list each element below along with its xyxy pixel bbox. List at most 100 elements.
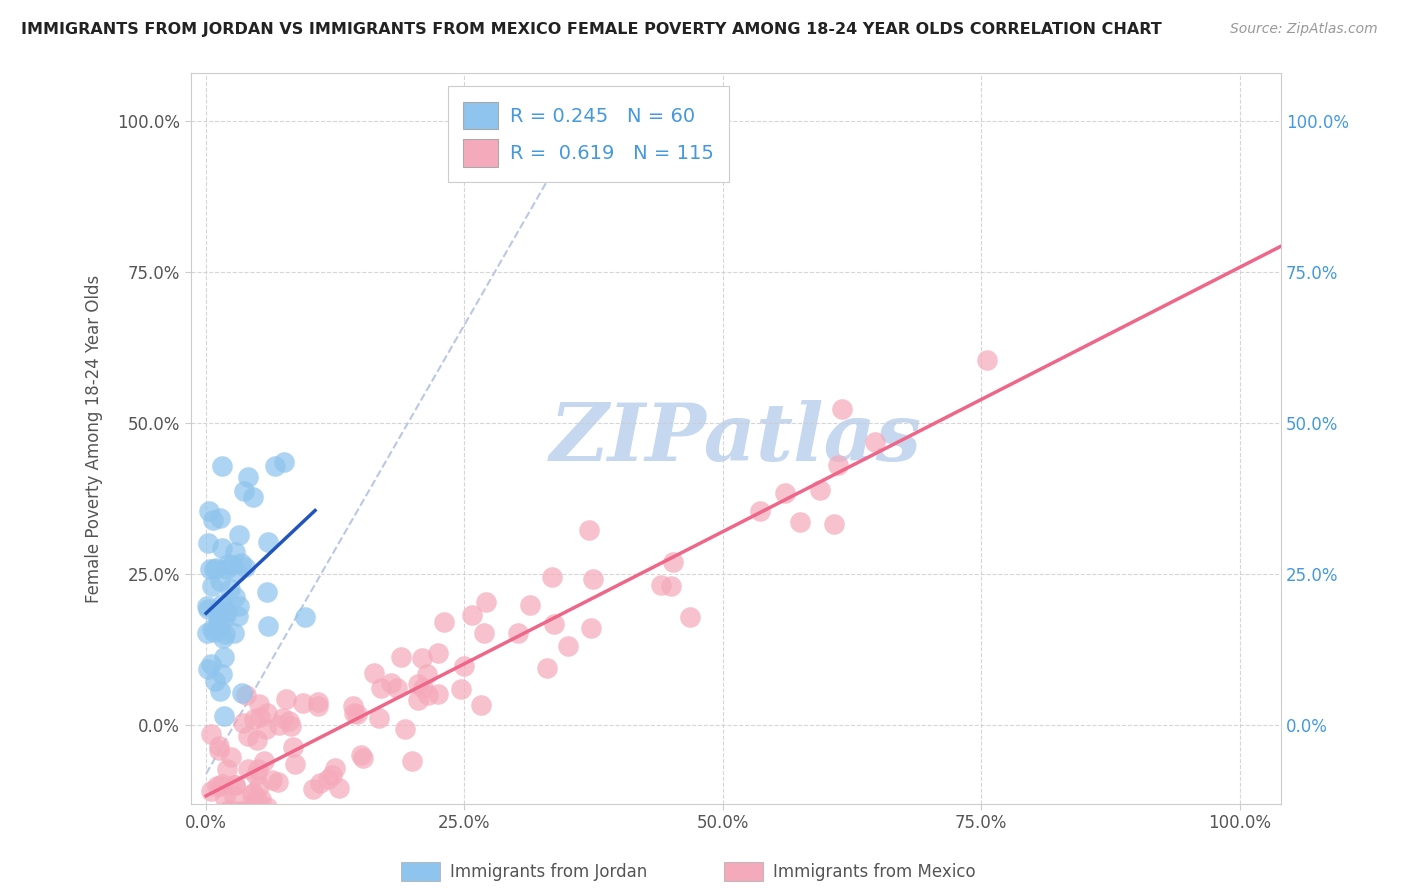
Point: [260, 773, 283, 788]
Point: [865, 435, 887, 450]
Point: [506, 625, 529, 640]
Point: [242, 490, 264, 504]
Point: [197, 504, 219, 518]
Point: [208, 739, 231, 754]
Point: [426, 647, 449, 661]
Point: [242, 795, 264, 809]
Point: [346, 707, 368, 722]
Point: [411, 651, 433, 665]
Point: [256, 800, 278, 814]
Point: [228, 599, 250, 614]
Point: [225, 809, 247, 823]
Point: [231, 805, 253, 819]
Point: [579, 621, 602, 635]
Point: [243, 712, 266, 726]
Point: [224, 778, 246, 792]
Point: [224, 590, 246, 604]
Point: [281, 739, 304, 754]
Point: [209, 809, 232, 823]
Point: [280, 719, 302, 733]
Point: [208, 743, 231, 757]
Point: [249, 709, 271, 723]
Point: [679, 610, 702, 624]
Point: [209, 684, 232, 698]
Point: [211, 597, 233, 611]
Point: [207, 602, 229, 616]
Point: [195, 599, 218, 614]
Point: [207, 611, 229, 625]
Point: [217, 558, 239, 572]
Point: [229, 557, 252, 571]
Point: [433, 615, 456, 629]
Point: [201, 579, 224, 593]
Point: [212, 599, 235, 614]
Point: [472, 626, 495, 640]
Point: [749, 504, 772, 518]
Point: [238, 762, 260, 776]
Point: [256, 584, 278, 599]
Point: [221, 809, 243, 823]
Point: [247, 697, 270, 711]
Point: [212, 709, 235, 723]
Text: Immigrants from Mexico: Immigrants from Mexico: [773, 863, 976, 881]
Point: [219, 750, 242, 764]
Point: [242, 786, 264, 800]
Point: [543, 617, 565, 632]
Point: [222, 789, 245, 803]
Point: [212, 650, 235, 665]
Point: [226, 804, 249, 818]
Point: [209, 779, 232, 793]
Point: [416, 667, 439, 681]
Point: [349, 748, 371, 763]
Point: [264, 458, 287, 473]
Point: [235, 688, 257, 702]
Point: [201, 513, 224, 527]
Point: [197, 536, 219, 550]
Point: [201, 809, 224, 823]
Point: [426, 687, 449, 701]
Point: [461, 608, 484, 623]
Point: [221, 558, 243, 572]
Point: [235, 803, 257, 817]
Point: [250, 791, 273, 805]
Point: [391, 650, 413, 665]
Point: [197, 662, 219, 676]
Point: [247, 762, 270, 776]
Y-axis label: Female Poverty Among 18-24 Year Olds: Female Poverty Among 18-24 Year Olds: [86, 275, 103, 603]
Point: [257, 535, 280, 549]
Point: [519, 598, 541, 612]
Point: [205, 560, 228, 574]
Point: [316, 772, 339, 786]
Point: [228, 528, 250, 542]
Point: [214, 605, 236, 619]
Point: [578, 523, 600, 537]
Point: [204, 674, 226, 689]
Point: [380, 676, 402, 690]
Point: [245, 768, 267, 782]
Point: [367, 711, 389, 725]
Point: [197, 601, 219, 615]
Point: [406, 677, 429, 691]
Point: [212, 631, 235, 645]
Point: [323, 760, 346, 774]
Point: [236, 729, 259, 743]
Point: [257, 618, 280, 632]
Point: [207, 622, 229, 636]
Point: [209, 574, 232, 588]
Point: [267, 774, 290, 789]
Point: [215, 605, 238, 619]
Point: [291, 697, 314, 711]
Point: [450, 682, 472, 697]
Point: [209, 605, 232, 619]
Point: [308, 695, 330, 709]
Point: [789, 515, 811, 529]
Point: [200, 657, 222, 672]
Point: [536, 661, 558, 675]
Point: [226, 609, 249, 624]
Point: [582, 572, 605, 586]
Point: [195, 625, 218, 640]
Point: [307, 699, 329, 714]
Point: [406, 693, 429, 707]
Point: [370, 681, 392, 696]
Point: [273, 455, 295, 469]
